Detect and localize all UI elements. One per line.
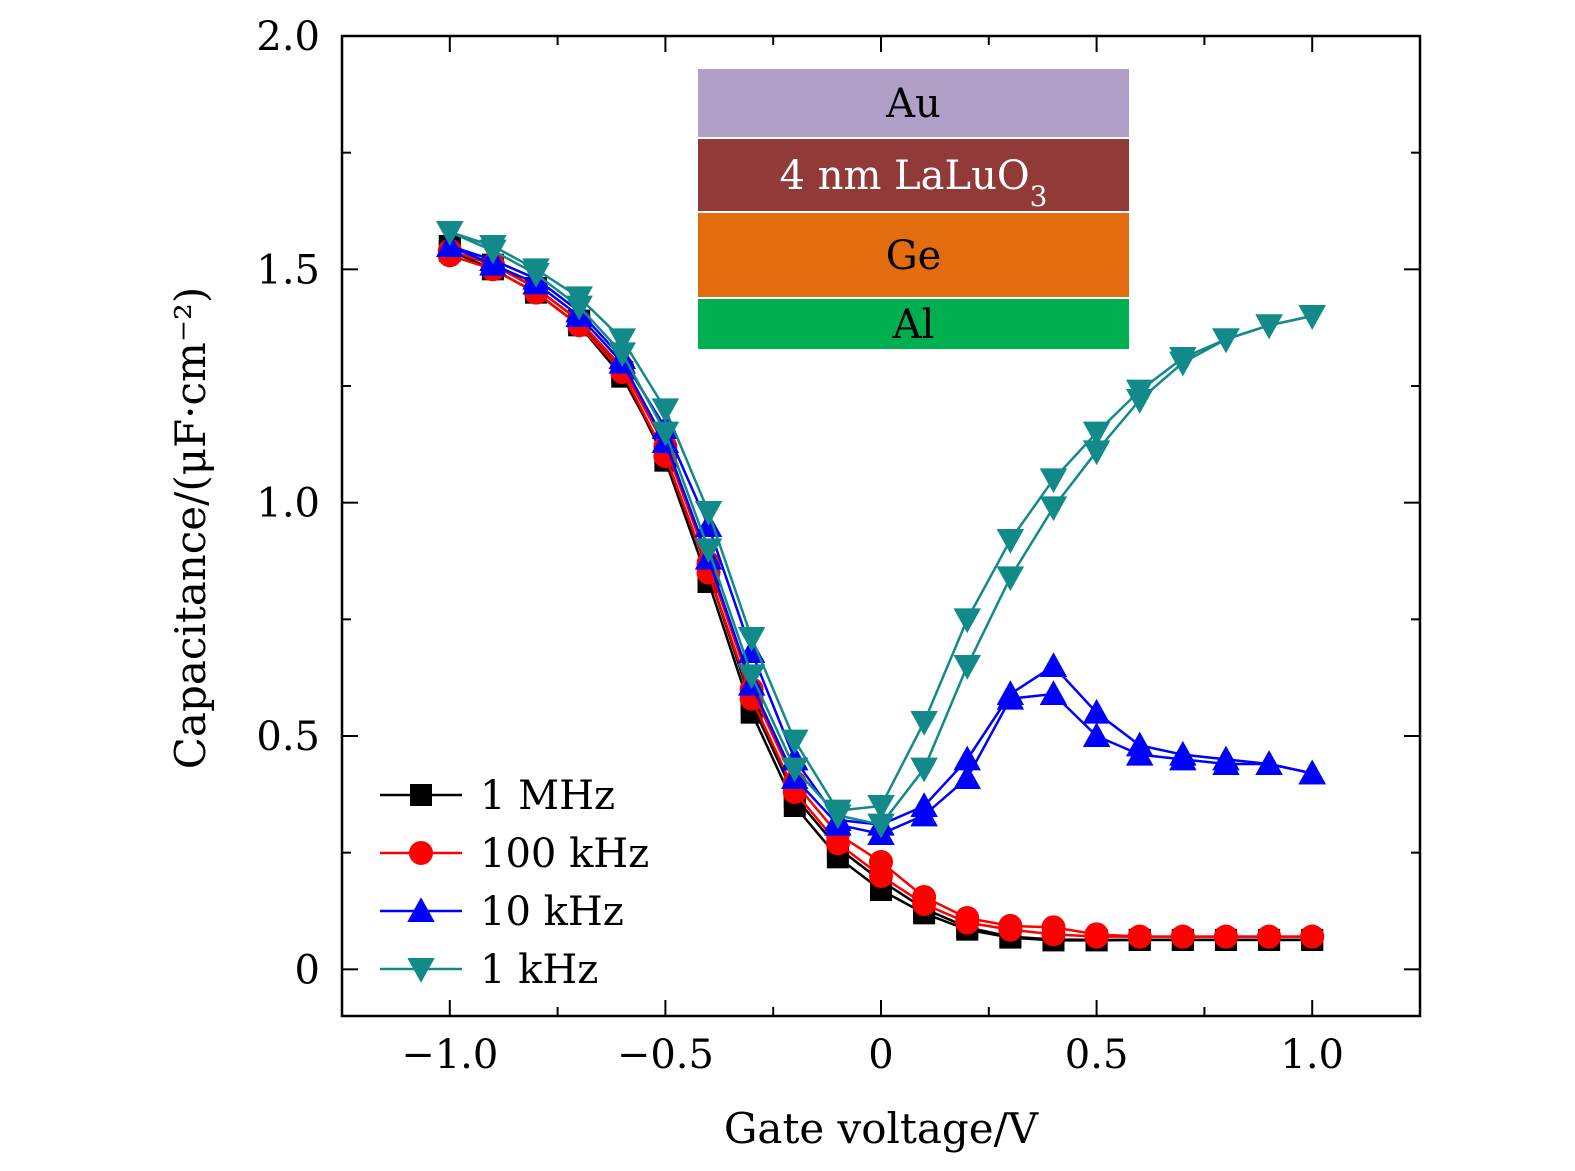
data-point — [996, 529, 1025, 554]
legend-marker — [410, 784, 432, 806]
data-point — [1169, 740, 1197, 766]
y-tick-label: 0 — [295, 947, 320, 993]
series-1-khz — [436, 221, 1326, 839]
data-point — [1125, 731, 1154, 757]
data-point — [869, 850, 893, 874]
data-point — [910, 711, 938, 736]
legend-marker — [409, 841, 433, 865]
data-point — [953, 655, 981, 680]
data-point — [651, 421, 680, 447]
data-point — [479, 235, 507, 260]
data-point — [1212, 745, 1240, 771]
legend-item: 10 kHz — [380, 889, 624, 935]
data-point — [1127, 924, 1152, 949]
data-point — [1039, 468, 1068, 494]
y-tick-label: 1.5 — [256, 247, 320, 293]
data-point — [1039, 652, 1068, 677]
data-point — [608, 328, 637, 354]
data-point — [955, 906, 980, 930]
data-point — [1169, 347, 1197, 372]
data-point — [694, 538, 723, 564]
x-tick-label: −0.5 — [617, 1032, 714, 1078]
data-point — [953, 764, 981, 789]
y-tick-label: 2.0 — [256, 14, 320, 60]
layer-label: Ge — [886, 233, 942, 279]
legend-marker — [407, 897, 435, 922]
legend-item: 100 kHz — [380, 831, 649, 877]
data-point — [1082, 440, 1111, 466]
data-point — [1125, 379, 1154, 405]
data-point — [996, 566, 1025, 592]
x-tick-label: 1.0 — [1280, 1032, 1344, 1078]
x-axis-label: Gate voltage/V — [724, 1104, 1039, 1153]
plot-area: −1.0 −0.5 0 0.5 1.0 0 0.5 1.0 1.5 2.0 — [256, 14, 1422, 1078]
data-point — [1255, 314, 1283, 340]
data-point — [565, 286, 593, 312]
data-point — [522, 258, 550, 284]
y-axis-label: Capacitance/(μF·cm⁻²) — [166, 287, 215, 769]
data-point — [953, 608, 981, 634]
data-point — [998, 913, 1023, 938]
layer-2 — [696, 137, 1131, 213]
data-point — [1082, 421, 1111, 447]
data-point — [781, 757, 809, 783]
data-point — [1041, 915, 1066, 940]
layer-label: Au — [885, 81, 941, 127]
data-point — [694, 501, 723, 526]
legend-marker — [407, 958, 435, 983]
data-point — [867, 795, 895, 820]
data-point — [953, 745, 981, 771]
data-point — [1039, 680, 1068, 705]
data-point — [910, 757, 938, 783]
data-point — [1255, 750, 1283, 775]
legend: 1 MHz 100 kHz 10 kHz 1 kHz — [380, 773, 649, 993]
data-point — [910, 792, 938, 817]
x-tick-label: −1.0 — [401, 1032, 498, 1078]
data-point — [737, 664, 766, 690]
x-tick-label: 0.5 — [1065, 1032, 1129, 1078]
series-group — [436, 221, 1326, 952]
legend-label: 10 kHz — [480, 889, 624, 935]
legend-item: 1 MHz — [380, 773, 615, 819]
data-point — [1082, 722, 1111, 747]
data-point — [1212, 328, 1240, 354]
legend-item: 1 kHz — [380, 947, 598, 993]
data-point — [996, 680, 1025, 705]
data-point — [781, 729, 809, 755]
data-point — [1257, 924, 1282, 949]
data-point — [737, 627, 766, 652]
layer-3 — [696, 211, 1131, 299]
layer-4 — [696, 297, 1131, 351]
data-point — [824, 799, 852, 825]
data-point — [1300, 924, 1325, 949]
legend-label: 100 kHz — [480, 831, 649, 877]
legend-label: 1 kHz — [480, 947, 598, 993]
data-point — [1082, 698, 1111, 724]
data-point — [1170, 924, 1195, 949]
layer-label-subscript: 3 — [1030, 180, 1048, 213]
y-tick-label: 0.5 — [256, 714, 320, 760]
data-point — [912, 885, 937, 909]
legend-label: 1 MHz — [480, 773, 615, 819]
layer-label: Al — [892, 302, 935, 348]
data-point — [1298, 759, 1326, 785]
data-point — [1213, 924, 1238, 949]
data-point — [867, 813, 895, 839]
data-point — [1298, 305, 1326, 330]
x-tick-label: 0 — [868, 1032, 893, 1078]
data-point — [1084, 922, 1109, 947]
data-point — [651, 398, 680, 424]
data-point — [608, 342, 637, 368]
data-point — [436, 221, 464, 246]
data-point — [1039, 496, 1068, 522]
y-tick-label: 1.0 — [256, 481, 320, 527]
